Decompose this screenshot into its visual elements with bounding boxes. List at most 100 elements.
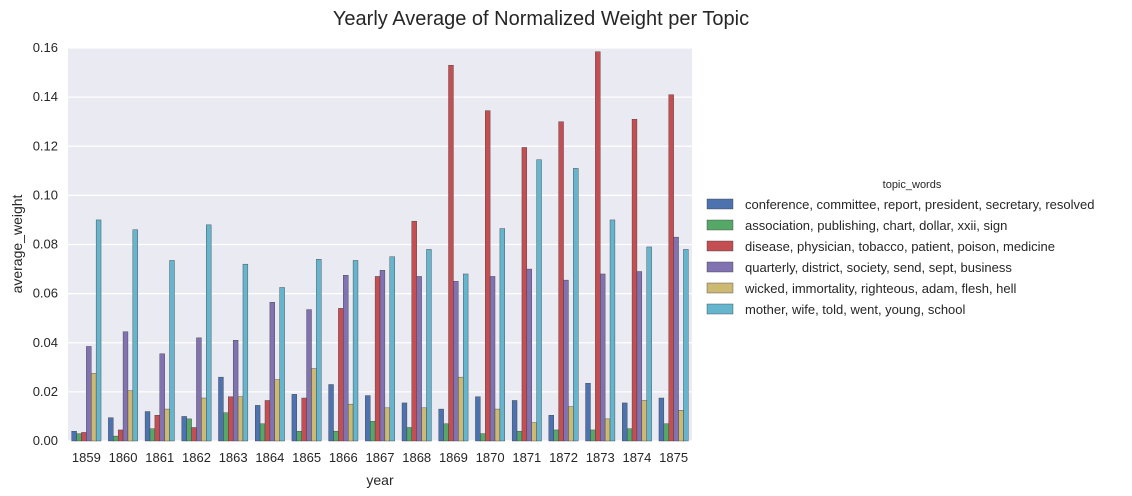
legend-label: quarterly, district, society, send, sept…: [745, 260, 1012, 275]
bar: [673, 236, 679, 442]
bar: [301, 397, 307, 442]
x-tick-label: 1867: [366, 450, 395, 465]
bar: [573, 168, 579, 442]
bar: [489, 276, 496, 442]
bar: [201, 397, 207, 442]
bar: [443, 423, 449, 442]
bar: [306, 309, 312, 442]
bar: [311, 368, 317, 442]
legend-label: association, publishing, chart, dollar, …: [745, 218, 1007, 233]
bar: [223, 412, 229, 442]
y-tick-label: 0.04: [33, 335, 58, 350]
bar: [563, 279, 569, 442]
bar: [232, 340, 239, 442]
bar: [609, 219, 616, 442]
bars-layer: [71, 51, 689, 442]
bar: [374, 276, 381, 442]
bar: [181, 416, 187, 442]
bar: [81, 432, 87, 442]
legend-swatch: [706, 219, 734, 231]
x-tick-label: 1865: [292, 450, 321, 465]
bar: [159, 353, 165, 442]
bar: [379, 270, 386, 442]
x-tick-label: 1864: [255, 450, 284, 465]
y-tick-label: 0.10: [33, 187, 58, 202]
bar: [536, 159, 542, 442]
bar: [683, 249, 689, 442]
bar: [636, 271, 643, 442]
bar: [585, 383, 591, 442]
x-tick-label: 1860: [109, 450, 138, 465]
bar: [370, 421, 376, 442]
bar: [553, 429, 559, 442]
bar: [338, 308, 344, 442]
bar: [259, 423, 266, 442]
bar: [401, 402, 408, 442]
legend-swatch: [706, 240, 734, 252]
x-tick-label: 1872: [549, 450, 578, 465]
bar: [154, 415, 160, 442]
bar: [269, 302, 275, 442]
bar: [384, 407, 390, 442]
bar: [663, 423, 669, 442]
x-tick-label: 1868: [402, 450, 431, 465]
bar: [426, 249, 432, 442]
bar: [291, 394, 298, 442]
bar: [678, 410, 684, 442]
bar: [453, 281, 459, 442]
bar: [622, 402, 628, 442]
bar: [122, 331, 129, 442]
bar: [631, 119, 638, 442]
bar: [365, 395, 371, 442]
bar: [91, 373, 97, 442]
x-tick-label: 1861: [145, 450, 174, 465]
x-tick-label: 1869: [439, 450, 468, 465]
bar: [333, 430, 339, 442]
legend-label: wicked, immortality, righteous, adam, fl…: [744, 281, 1017, 296]
x-tick-label: 1870: [476, 450, 505, 465]
bar: [458, 376, 464, 442]
bar: [264, 400, 271, 442]
x-tick-label: 1863: [219, 450, 248, 465]
bar: [169, 260, 175, 442]
x-tick-label: 1875: [659, 450, 688, 465]
legend: topic_words conference, committee, repor…: [706, 179, 1094, 317]
bar: [132, 229, 138, 442]
bar: [658, 397, 665, 442]
bar: [526, 268, 532, 442]
y-tick-labels: 0.00 0.02 0.04 0.06 0.08 0.10 0.12 0.14 0.16: [33, 40, 58, 448]
bar: [352, 260, 359, 442]
x-tick-label: 1862: [182, 450, 211, 465]
bar: [76, 433, 82, 442]
bar: [108, 417, 114, 442]
bar: [347, 403, 354, 442]
bar: [186, 418, 192, 442]
x-tick-label: 1871: [512, 450, 541, 465]
bar: [95, 219, 102, 442]
bar: [113, 435, 119, 442]
bar: [149, 428, 156, 442]
y-tick-label: 0.12: [33, 138, 58, 153]
bar: [164, 408, 170, 442]
bar: [600, 273, 606, 442]
x-tick-labels: 1859 1860 1861 1862 1863 1864 1865 1866 1867 1868…: [72, 450, 688, 465]
bar: [531, 422, 537, 442]
bar: [568, 406, 574, 442]
bar: [516, 430, 523, 442]
bar: [71, 430, 77, 442]
legend-label: disease, physician, tobacco, patient, po…: [745, 239, 1055, 254]
bar: [316, 259, 322, 442]
legend-label: mother, wife, told, went, young, school: [745, 302, 966, 317]
bar: [274, 379, 280, 442]
bar: [117, 429, 124, 442]
bar: [438, 408, 444, 442]
bar: [626, 428, 633, 442]
legend-swatch: [706, 198, 734, 210]
bar: [196, 337, 202, 442]
x-tick-label: 1874: [622, 450, 651, 465]
y-tick-label: 0.16: [33, 40, 58, 55]
y-tick-label: 0.06: [33, 286, 58, 301]
bar: [218, 376, 224, 442]
bar: [86, 346, 92, 442]
